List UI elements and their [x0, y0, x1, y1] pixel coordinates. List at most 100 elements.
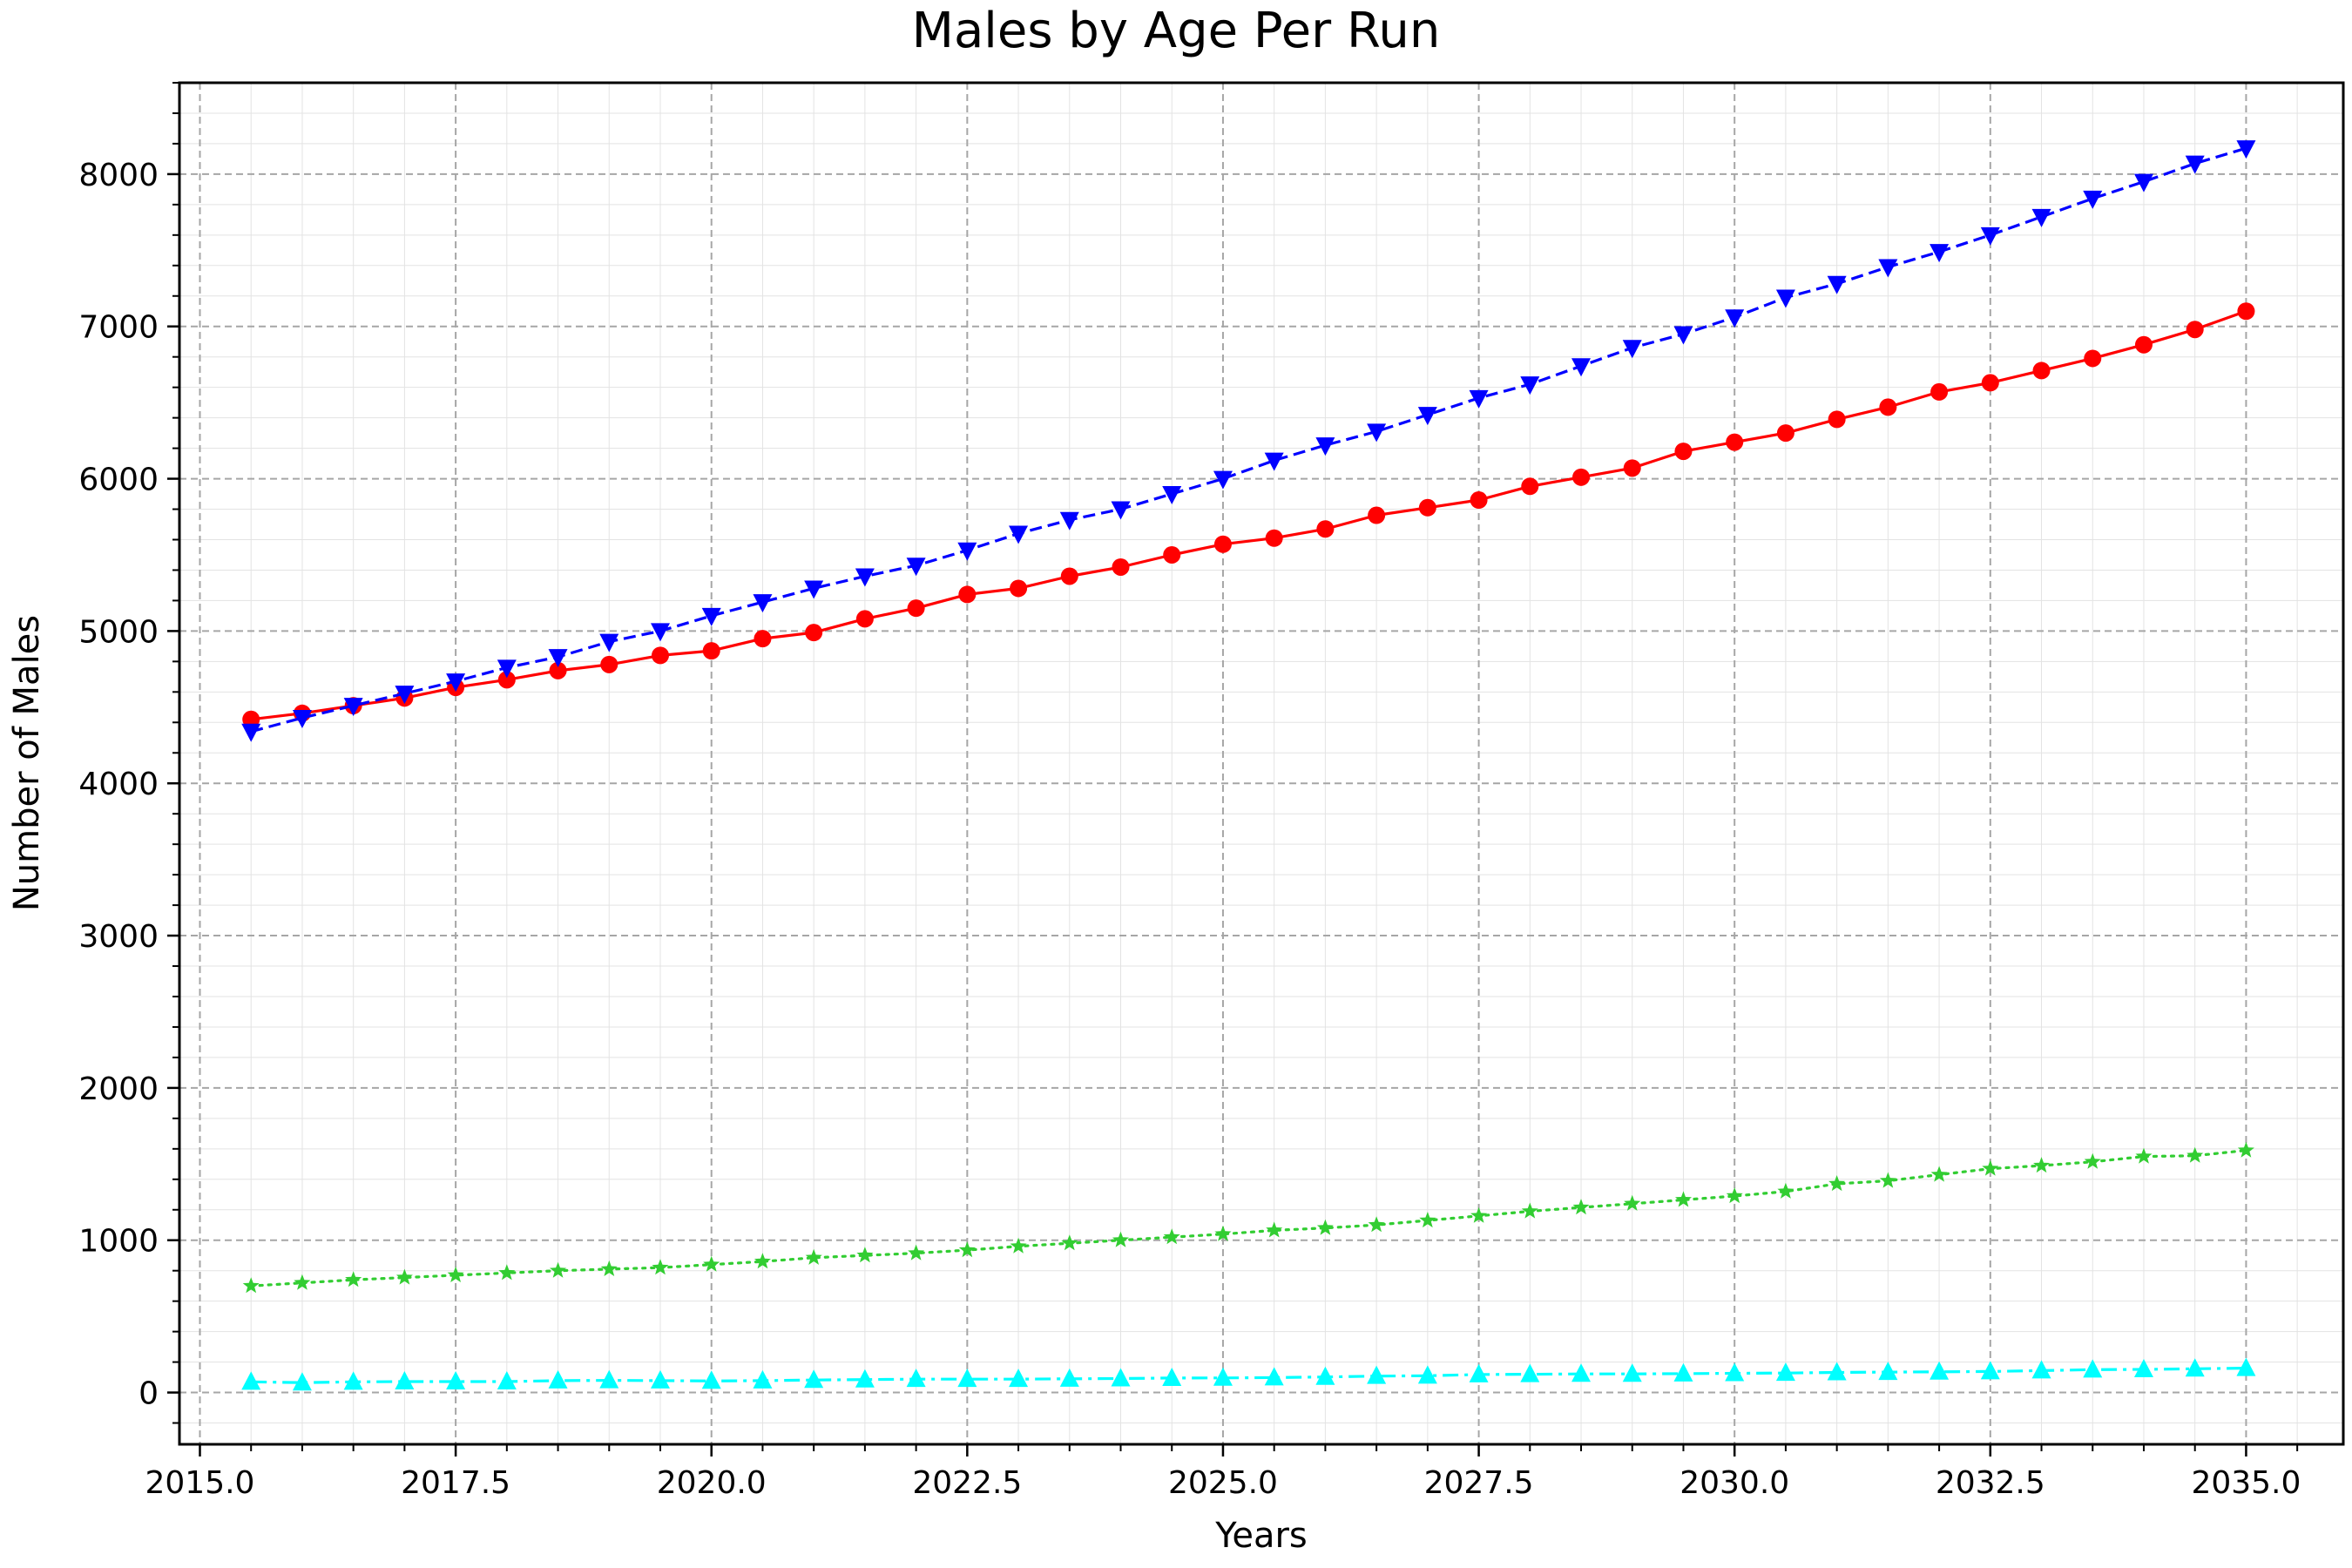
data-point — [804, 580, 824, 599]
data-point — [1469, 1363, 1489, 1382]
series-line — [251, 309, 2247, 721]
data-point — [2185, 1358, 2205, 1377]
data-point — [1111, 501, 1131, 520]
data-point — [2237, 302, 2255, 321]
data-point — [1470, 1206, 1488, 1223]
data-point — [1673, 326, 1693, 345]
data-point — [498, 1264, 516, 1281]
data-point — [1367, 1365, 1387, 1384]
data-point — [1367, 423, 1387, 443]
data-point — [599, 633, 619, 652]
data-point — [1213, 470, 1233, 490]
data-point — [1622, 1363, 1642, 1382]
data-point — [1264, 1367, 1284, 1386]
data-point — [2133, 173, 2153, 193]
data-point — [548, 1369, 568, 1389]
data-point — [1980, 1361, 2000, 1380]
data-point — [1163, 1228, 1180, 1245]
data-point — [906, 1369, 926, 1388]
data-point — [242, 1277, 260, 1294]
data-point — [2083, 190, 2103, 209]
x-tick-label: 2030.0 — [1680, 1465, 1789, 1501]
data-point — [1009, 1369, 1029, 1388]
data-point — [1316, 520, 1335, 538]
data-point — [1061, 1234, 1078, 1251]
data-point — [1827, 1362, 1847, 1381]
y-tick-label: 1000 — [78, 1224, 159, 1260]
data-point — [1213, 535, 1232, 553]
y-tick-label: 5000 — [78, 614, 159, 650]
plot-area — [179, 83, 2343, 1444]
data-point — [908, 1244, 925, 1260]
data-point — [1521, 477, 1539, 496]
data-point — [1521, 1202, 1538, 1219]
data-point — [294, 1274, 311, 1290]
data-point — [1981, 374, 1999, 392]
data-point — [703, 1255, 720, 1272]
data-point — [241, 1371, 261, 1390]
data-point — [292, 1372, 312, 1391]
data-point — [2084, 1152, 2101, 1169]
data-point — [652, 646, 669, 665]
data-point — [2237, 1141, 2254, 1158]
data-point — [1060, 567, 1078, 585]
data-point — [1572, 1199, 1590, 1215]
data-point — [1368, 506, 1386, 524]
y-tick-label: 2000 — [78, 1071, 159, 1107]
data-point — [497, 671, 516, 689]
series-line — [250, 146, 2247, 733]
data-point — [1315, 1366, 1335, 1385]
x-tick-label: 2032.5 — [1936, 1465, 2045, 1501]
data-point — [1112, 558, 1130, 576]
data-point — [855, 1369, 875, 1388]
data-point — [753, 1369, 773, 1389]
data-point — [1469, 389, 1489, 409]
x-tick-label: 2022.5 — [912, 1465, 1022, 1501]
data-point — [446, 1370, 466, 1389]
data-point — [1264, 452, 1284, 471]
data-point — [497, 659, 517, 679]
data-point — [599, 1369, 619, 1389]
data-point — [1571, 1363, 1592, 1382]
data-point — [1418, 498, 1436, 517]
data-point — [1163, 545, 1181, 564]
data-point — [701, 607, 721, 626]
data-point — [1775, 289, 1795, 308]
data-point — [2236, 140, 2256, 159]
data-point — [1265, 529, 1283, 547]
data-point — [1673, 1362, 1693, 1382]
data-point — [2033, 1157, 2050, 1173]
data-point — [1828, 410, 1846, 429]
data-point — [1470, 491, 1488, 510]
data-point — [651, 623, 670, 642]
data-point — [805, 624, 823, 642]
data-point — [497, 1370, 517, 1389]
data-point — [550, 1261, 567, 1278]
data-point — [2031, 1360, 2051, 1379]
x-axis-label: Years — [1214, 1516, 1308, 1556]
data-point — [1726, 433, 1744, 451]
data-point — [1315, 437, 1335, 456]
plot-frame — [178, 81, 2345, 1446]
data-point — [1059, 1368, 1079, 1387]
data-point — [1624, 1194, 1641, 1211]
data-point — [600, 655, 618, 673]
data-point — [2083, 1359, 2103, 1378]
data-point — [2236, 1357, 2256, 1376]
x-axis-ticks: 2015.0 2017.5 2020.0 2022.5 2025.0 2027.5 2030… — [145, 1444, 2301, 1501]
data-point — [1112, 1231, 1129, 1247]
data-point — [1009, 525, 1029, 544]
data-point — [1368, 1216, 1385, 1233]
data-point — [701, 1370, 721, 1389]
chart-title: Males by Age Per Run — [912, 3, 1441, 59]
data-point — [1930, 1166, 1948, 1182]
data-point — [2032, 362, 2051, 380]
data-point — [1930, 244, 1950, 263]
data-point — [855, 610, 874, 628]
data-point — [446, 673, 466, 693]
data-point — [1775, 1362, 1795, 1382]
data-point — [395, 1268, 413, 1285]
x-tick-label: 2035.0 — [2191, 1465, 2301, 1501]
data-point — [600, 1260, 618, 1276]
y-tick-label: 4000 — [78, 767, 159, 802]
